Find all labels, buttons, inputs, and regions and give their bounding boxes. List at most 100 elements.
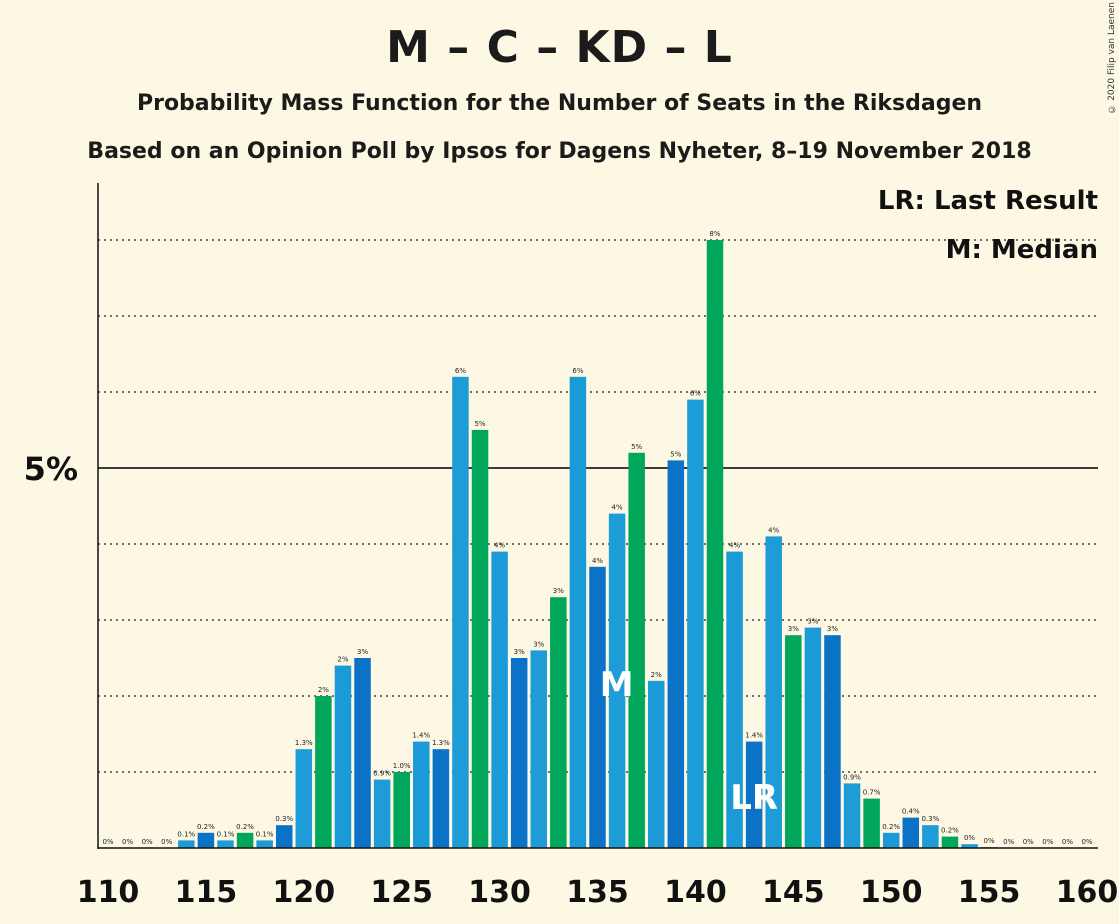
bar-seat-132 xyxy=(530,650,548,848)
x-tick-110: 110 xyxy=(77,875,140,910)
bar-seat-128 xyxy=(452,376,469,848)
bar-seat-148 xyxy=(843,783,861,848)
bar-label-seat-143: 1.4% xyxy=(745,732,763,740)
bar-label-seat-156: 0% xyxy=(1003,838,1014,846)
bar-seat-120 xyxy=(295,749,313,848)
bar-label-seat-150: 0.2% xyxy=(882,823,900,831)
bar-seat-153 xyxy=(941,836,959,848)
bar-label-seat-122: 2% xyxy=(337,656,348,664)
bar-label-seat-151: 0.4% xyxy=(902,808,920,816)
bar-seat-129 xyxy=(471,430,489,848)
bar-label-seat-125: 1.0% xyxy=(393,762,411,770)
bar-label-seat-130: 4% xyxy=(494,542,505,550)
bar-label-seat-157: 0% xyxy=(1023,838,1034,846)
x-tick-115: 115 xyxy=(175,875,238,910)
bar-seat-126 xyxy=(413,741,430,848)
bar-label-seat-149: 0.7% xyxy=(863,789,881,797)
bar-seat-121 xyxy=(315,696,332,848)
bar-seat-136 xyxy=(608,513,626,848)
bar-seat-133 xyxy=(550,597,567,848)
bar-seat-124 xyxy=(373,779,391,848)
bar-seat-141 xyxy=(706,240,724,848)
bar-label-seat-117: 0.2% xyxy=(236,823,254,831)
x-tick-140: 140 xyxy=(664,875,727,910)
bar-label-seat-135: 4% xyxy=(592,557,603,565)
y-tick-5: 5% xyxy=(24,450,78,488)
x-tick-135: 135 xyxy=(566,875,629,910)
bar-label-seat-158: 0% xyxy=(1042,838,1053,846)
legend-median: M: Median xyxy=(946,235,1098,265)
bar-label-seat-112: 0% xyxy=(142,838,153,846)
bar-label-seat-155: 0% xyxy=(984,837,995,845)
bar-seat-146 xyxy=(804,627,822,848)
bar-label-seat-141: 8% xyxy=(709,230,720,238)
bar-seat-145 xyxy=(785,635,802,848)
bar-label-seat-124: 0.9% xyxy=(373,770,391,778)
bar-label-seat-146: 3% xyxy=(807,618,818,626)
bar-label-seat-120: 1.3% xyxy=(295,739,313,747)
bar-label-seat-145: 3% xyxy=(788,625,799,633)
x-tick-160: 160 xyxy=(1056,875,1119,910)
bar-seat-114 xyxy=(178,840,195,848)
bar-label-seat-129: 5% xyxy=(474,420,485,428)
bar-seat-131 xyxy=(510,658,528,848)
bar-seat-134 xyxy=(569,376,587,848)
bar-seat-118 xyxy=(256,840,273,848)
bar-seat-127 xyxy=(432,749,450,848)
x-tick-120: 120 xyxy=(272,875,335,910)
bar-seat-139 xyxy=(667,460,685,848)
bar-seat-137 xyxy=(628,452,645,848)
bar-seat-140 xyxy=(687,399,704,848)
page-subtitle: Probability Mass Function for the Number… xyxy=(136,91,983,116)
bar-seat-116 xyxy=(217,840,234,848)
markers: M LR xyxy=(600,665,778,818)
bar-label-seat-128: 6% xyxy=(455,367,466,375)
bar-seat-130 xyxy=(491,551,508,848)
bar-seat-123 xyxy=(354,658,371,848)
bar-label-seat-111: 0% xyxy=(122,838,133,846)
bar-seat-117 xyxy=(236,832,254,848)
bar-label-seat-159: 0% xyxy=(1062,838,1073,846)
bar-label-seat-144: 4% xyxy=(768,526,779,534)
bar-label-seat-134: 6% xyxy=(572,367,583,375)
bar-label-seat-116: 0.1% xyxy=(217,830,235,838)
bar-label-seat-113: 0% xyxy=(161,838,172,846)
bar-seat-143 xyxy=(745,741,763,848)
bar-label-seat-118: 0.1% xyxy=(256,830,274,838)
bar-label-seat-110: 0% xyxy=(102,838,113,846)
bar-label-seat-126: 1.4% xyxy=(412,732,430,740)
x-tick-155: 155 xyxy=(958,875,1021,910)
page-title: M – C – KD – L xyxy=(386,22,733,73)
bar-label-seat-147: 3% xyxy=(827,625,838,633)
bar-label-seat-123: 3% xyxy=(357,648,368,656)
bar-seat-125 xyxy=(393,772,410,848)
bar-seat-150 xyxy=(882,832,900,848)
bar-seat-151 xyxy=(902,817,920,848)
bar-seat-115 xyxy=(197,832,215,848)
bar-label-seat-153: 0.2% xyxy=(941,827,959,835)
bar-label-seat-160: 0% xyxy=(1081,838,1092,846)
bar-seat-149 xyxy=(863,798,880,848)
bar-label-seat-119: 0.3% xyxy=(275,815,293,823)
x-tick-125: 125 xyxy=(370,875,433,910)
bar-series xyxy=(178,240,998,848)
legend-last-result: LR: Last Result xyxy=(878,186,1098,216)
bar-seat-122 xyxy=(334,665,352,848)
bar-seat-135 xyxy=(589,566,606,848)
bar-seat-147 xyxy=(824,635,841,848)
bar-seat-152 xyxy=(922,825,939,848)
axis-ticks: 110 115 120 125 130 135 140 145 150 155 160 5% xyxy=(24,450,1119,910)
bar-label-seat-136: 4% xyxy=(612,504,623,512)
x-tick-145: 145 xyxy=(762,875,825,910)
bar-label-seat-133: 3% xyxy=(553,587,564,595)
bar-label-seat-138: 2% xyxy=(651,671,662,679)
last-result-marker: LR xyxy=(730,778,778,818)
bar-label-seat-114: 0.1% xyxy=(177,830,195,838)
bar-seat-142 xyxy=(726,551,743,848)
x-tick-150: 150 xyxy=(860,875,923,910)
bar-label-seat-142: 4% xyxy=(729,542,740,550)
bar-seat-154 xyxy=(961,844,978,848)
x-tick-130: 130 xyxy=(468,875,531,910)
bar-label-seat-148: 0.9% xyxy=(843,773,861,781)
